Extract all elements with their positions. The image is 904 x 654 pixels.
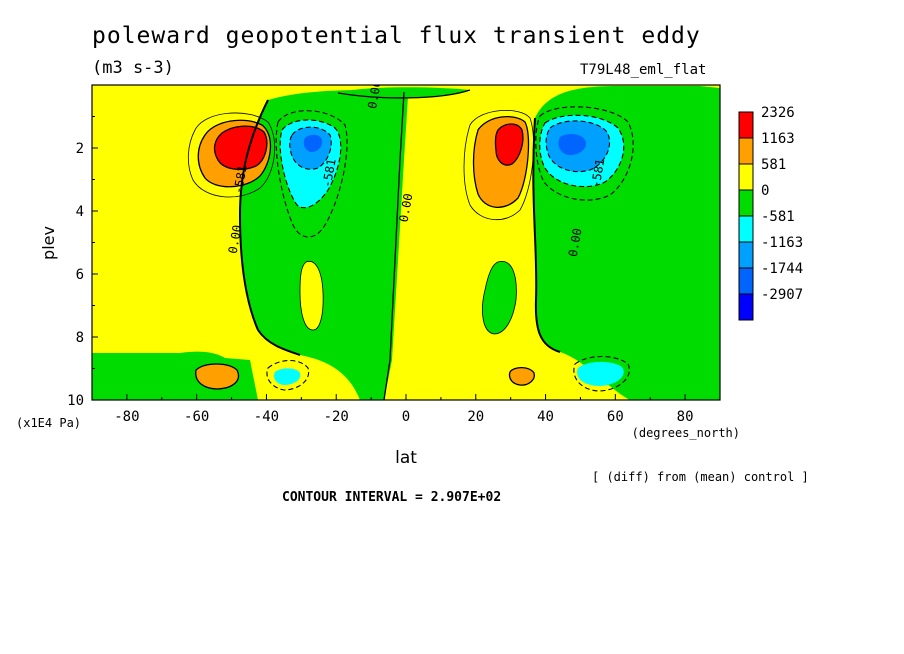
legend-swatch bbox=[738, 189, 754, 217]
run-label: T79L48_eml_flat bbox=[580, 62, 707, 78]
band-neg-2907-1744-nh-upper bbox=[558, 134, 587, 156]
y-axis: 2 4 6 8 10 bbox=[67, 116, 98, 409]
x-tick-label: -20 bbox=[324, 409, 349, 425]
band-0-581-sh-pocket bbox=[300, 261, 324, 330]
contour-labels: -581 -581 0.00 0.00 0.00 0.00 -581 bbox=[226, 79, 608, 258]
y-tick-label: 4 bbox=[76, 204, 84, 220]
color-legend: 2326 1163 581 0 -581 -1163 -1744 -2907 bbox=[738, 105, 803, 321]
contour-label: 0.00 bbox=[397, 192, 416, 223]
contour-label: 0.00 bbox=[566, 227, 585, 258]
band-581-1163-sh-surface bbox=[195, 364, 239, 389]
zero-contour-center bbox=[383, 91, 405, 400]
x-tick-label: -60 bbox=[184, 409, 209, 425]
legend-swatch bbox=[738, 267, 754, 295]
x-tick-label: 60 bbox=[607, 409, 624, 425]
band-neg-581-0-sh-center bbox=[240, 90, 408, 400]
legend-swatch bbox=[738, 111, 754, 139]
contour-label: 0.00 bbox=[226, 224, 245, 255]
zero-contour-sh bbox=[238, 99, 301, 356]
y-tick-label: 8 bbox=[76, 330, 84, 346]
contour-label: 0.00 bbox=[365, 79, 384, 110]
neg-contour-nh-581 bbox=[539, 114, 625, 188]
band-1163-2326-sh-upper bbox=[214, 126, 267, 170]
contour-sh-upper-outer bbox=[187, 112, 275, 198]
contour-label-text: 0.00 bbox=[226, 224, 245, 255]
band-neg-1163-581-nh-surface bbox=[577, 361, 624, 386]
zero-contour-top bbox=[337, 89, 471, 99]
x-tick-label: -40 bbox=[254, 409, 279, 425]
contour-label-text: -581 bbox=[588, 158, 607, 189]
negative-contour-lines bbox=[266, 106, 634, 392]
band-neg-581-0-nh-pocket bbox=[482, 261, 517, 334]
x-tick-label: -80 bbox=[114, 409, 139, 425]
legend-label: -2907 bbox=[761, 287, 803, 303]
contour-label: -581 bbox=[320, 158, 339, 189]
y-tick-label: 2 bbox=[76, 141, 84, 157]
contour-label: -581 bbox=[231, 164, 250, 195]
contour-sh-pocket bbox=[299, 260, 324, 331]
band-neg-1163-581-sh-surface bbox=[274, 368, 301, 385]
contour-interval: CONTOUR INTERVAL = 2.907E+02 bbox=[282, 490, 502, 505]
contour-sh-surface bbox=[195, 363, 240, 390]
neg-contour-sh-581 bbox=[279, 119, 342, 209]
contour-label-text: -581 bbox=[320, 158, 339, 189]
neg-contour-nh-1163 bbox=[545, 120, 611, 173]
chart-title: poleward geopotential flux transient edd… bbox=[92, 23, 701, 49]
y-axis-label: plev bbox=[39, 226, 58, 260]
contour-nh-pocket bbox=[482, 261, 517, 335]
y-tick-label: 6 bbox=[76, 267, 84, 283]
contour-label-text: -581 bbox=[231, 164, 250, 195]
contour-lines bbox=[187, 89, 561, 400]
legend-label: 0 bbox=[761, 183, 769, 199]
legend-label: -1744 bbox=[761, 261, 803, 277]
legend-swatch bbox=[738, 163, 754, 191]
legend-label: -581 bbox=[761, 209, 795, 225]
contour-nh-upper-outer bbox=[463, 109, 535, 221]
y-tick-label: 10 bbox=[67, 393, 84, 409]
x-tick-label: 0 bbox=[402, 409, 410, 425]
legend-label: 581 bbox=[761, 157, 786, 173]
contour-nh-surface bbox=[508, 366, 535, 386]
band-neg-2907-1744-sh-upper bbox=[303, 134, 323, 152]
x-tick-label: 20 bbox=[467, 409, 484, 425]
chart-units: (m3 s-3) bbox=[92, 58, 174, 78]
legend-label: 1163 bbox=[761, 131, 795, 147]
contour-label-text: 0.00 bbox=[566, 227, 585, 258]
x-tick-label: 40 bbox=[537, 409, 554, 425]
neg-contour-nh-surface bbox=[573, 355, 630, 392]
legend-swatch bbox=[738, 137, 754, 165]
legend-label: -1163 bbox=[761, 235, 803, 251]
x-tick-label: 80 bbox=[677, 409, 694, 425]
x-axis: -80 -60 -40 -20 0 20 40 60 80 bbox=[91, 394, 721, 425]
band-581-1163-nh-surface bbox=[509, 367, 535, 386]
y-axis-units: (x1E4 Pa) bbox=[16, 416, 81, 430]
contour-nh-upper-1163 bbox=[494, 123, 524, 166]
contour-nh-upper-581 bbox=[472, 115, 530, 208]
neg-contour-nh-outer bbox=[535, 106, 634, 201]
band-1163-2326-nh-upper bbox=[495, 124, 523, 166]
legend-swatch bbox=[738, 215, 754, 243]
contour-sh-upper-581 bbox=[197, 119, 272, 188]
legend-swatch bbox=[738, 293, 754, 321]
legend-label: 2326 bbox=[761, 105, 795, 121]
legend-swatch bbox=[738, 241, 754, 269]
x-axis-label: lat bbox=[395, 448, 417, 468]
contour-label-text: 0.00 bbox=[397, 192, 416, 223]
neg-contour-sh-outer bbox=[275, 110, 348, 238]
x-axis-units: (degrees_north) bbox=[632, 426, 740, 440]
contour-label: -581 bbox=[588, 158, 607, 189]
contour-sh-upper-1163 bbox=[213, 125, 268, 171]
zero-contour-nh bbox=[532, 117, 561, 353]
contour-field: -581 -581 0.00 0.00 0.00 0.00 -581 bbox=[92, 79, 720, 400]
neg-contour-sh-surface bbox=[266, 359, 310, 391]
diff-note: [ (diff) from (mean) control ] bbox=[592, 470, 809, 484]
contour-label-text: 0.00 bbox=[365, 79, 384, 110]
